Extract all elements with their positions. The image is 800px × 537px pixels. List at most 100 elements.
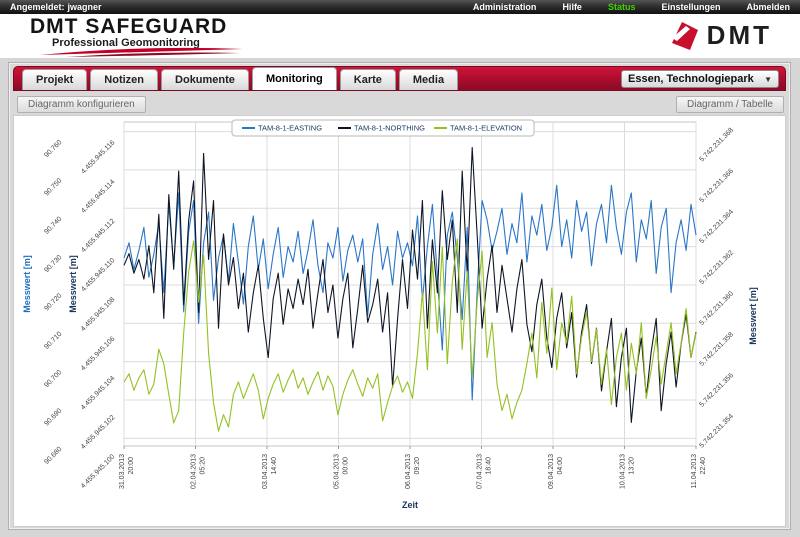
series-tam-8-1-easting [123,184,697,401]
tab-projekt[interactable]: Projekt [22,69,88,90]
svg-text:TAM-8-1-NORTHING: TAM-8-1-NORTHING [354,124,425,133]
left-axis2-tick-label: 4.455.945.114 [80,178,116,214]
chevron-down-icon: ▼ [764,74,772,84]
svg-text:4.455.945.104: 4.455.945.104 [80,375,117,412]
location-select[interactable]: Essen, Technologiepark ▼ [621,70,779,88]
svg-text:5.742.231.364: 5.742.231.364 [698,208,735,245]
svg-text:11.04.2013: 11.04.2013 [691,454,698,489]
app-header: DMT SAFEGUARD Professional Geomonitoring… [0,14,800,58]
diagram-table-toggle-button[interactable]: Diagramm / Tabelle [676,96,784,113]
right-axis-tick-label: 5.742.231.364 [698,208,735,245]
svg-text:18:40: 18:40 [486,457,493,475]
right-axis-tick-label: 5.742.231.360 [698,290,735,327]
configure-diagram-button[interactable]: Diagramm konfigurieren [17,96,146,113]
svg-text:4.455.945.114: 4.455.945.114 [80,178,116,214]
left-axis1-tick-label: 90.750 [43,177,63,197]
legend-item-tam-8-1-northing[interactable]: TAM-8-1-NORTHING [338,124,425,133]
logo-swoosh-icon [40,47,243,57]
username: jwagner [67,2,102,12]
svg-text:06.04.2013: 06.04.2013 [405,454,412,489]
right-axis-tick-label: 5.742.231.368 [698,127,735,164]
tab-notizen[interactable]: Notizen [90,69,159,90]
left-axis1-tick-label: 90.740 [43,216,63,236]
svg-text:00:00: 00:00 [343,457,350,475]
chart-legend [231,119,535,137]
menu-item-hilfe[interactable]: Hilfe [562,2,582,12]
x-tick-label: 10.04.2013 13:20 [620,454,636,489]
svg-text:5.742.231.366: 5.742.231.366 [698,168,735,205]
left-axis1-tick-label: 90.710 [43,331,63,351]
topbar-menu: Administration Hilfe Status Einstellunge… [473,2,790,12]
left-axis1-tick-label: 90.690 [43,407,63,427]
left-axis2-tick-label: 4.455.945.102 [80,414,117,451]
left-axis1-tick-label: 90.700 [43,369,63,389]
left-axis2-tick-label: 4.455.945.106 [80,336,117,373]
dmt-brand: DMT [667,20,772,51]
svg-text:4.455.945.108: 4.455.945.108 [80,296,117,333]
left-axis1-tick-label: 90.720 [43,292,63,312]
svg-text:4.455.945.110: 4.455.945.110 [80,257,116,293]
svg-text:09:20: 09:20 [414,457,421,475]
x-tick-label: 05.04.2013 00:00 [334,454,350,489]
logo-subtitle: Professional Geomonitoring [52,37,200,49]
logo-title: DMT SAFEGUARD [30,15,228,38]
svg-text:4.455.945.100: 4.455.945.100 [80,453,117,490]
right-axis-tick-label: 5.742.231.358 [698,331,735,368]
x-tick-label: 11.04.2013 22:40 [691,454,707,489]
svg-text:TAM-8-1-EASTING: TAM-8-1-EASTING [258,124,322,133]
left-axis2-title: Messwert [m] [68,255,78,313]
left-axis1-tick-label: 90.760 [43,139,63,159]
svg-text:5.742.231.368: 5.742.231.368 [698,127,735,164]
logged-in-user: Angemeldet: jwagner [10,2,102,12]
series-tam-8-1-elevation [123,238,697,432]
svg-text:90.740: 90.740 [43,216,63,236]
x-tick-label: 07.04.2013 18:40 [477,454,493,489]
svg-text:90.690: 90.690 [43,407,63,427]
tab-dokumente[interactable]: Dokumente [161,69,249,90]
svg-text:22:40: 22:40 [700,457,707,475]
logged-in-label: Angemeldet: [10,2,65,12]
svg-text:09.04.2013: 09.04.2013 [548,454,555,489]
x-tick-label: 06.04.2013 09:20 [405,454,421,489]
monitoring-chart: 31.03.2013 20:00 02.04.2013 05:20 03.04.2013… [22,119,758,510]
svg-text:Messwert [m]: Messwert [m] [748,287,758,345]
svg-text:90.710: 90.710 [43,331,63,351]
svg-text:13:20: 13:20 [629,457,636,475]
svg-text:4.455.945.112: 4.455.945.112 [80,218,116,254]
left-axis2-tick-label: 4.455.945.108 [80,296,117,333]
svg-text:90.760: 90.760 [43,139,63,159]
right-axis-tick-label: 5.742.231.354 [698,413,735,450]
legend-item-tam-8-1-elevation[interactable]: TAM-8-1-ELEVATION [434,124,522,133]
tab-monitoring[interactable]: Monitoring [251,67,337,90]
legend-item-tam-8-1-easting[interactable]: TAM-8-1-EASTING [242,124,322,133]
svg-text:4.455.945.102: 4.455.945.102 [80,414,117,451]
menu-item-administration[interactable]: Administration [472,2,537,12]
svg-text:03.04.2013: 03.04.2013 [262,454,269,489]
svg-text:Messwert [m]: Messwert [m] [68,255,78,313]
menu-item-status[interactable]: Status [607,2,636,12]
menu-item-abmelden[interactable]: Abmelden [746,2,790,12]
svg-text:02.04.2013: 02.04.2013 [191,454,198,489]
svg-text:05:20: 05:20 [200,457,207,475]
left-axis2-tick-label: 4.455.945.104 [80,375,117,412]
tab-media[interactable]: Media [398,69,459,90]
left-axis1-tick-label: 90.680 [43,446,63,466]
safeguard-logo: DMT SAFEGUARD Professional Geomonitoring [30,16,248,57]
tab-karte[interactable]: Karte [339,69,396,90]
svg-text:14:40: 14:40 [271,457,278,475]
svg-text:07.04.2013: 07.04.2013 [477,454,484,489]
tab-bar: Projekt Notizen Dokumente Monitoring Kar… [13,66,786,91]
left-axis2-tick-label: 4.455.945.110 [80,257,116,293]
svg-text:31.03.2013: 31.03.2013 [119,454,126,489]
svg-text:90.750: 90.750 [43,177,63,197]
menu-item-einstellungen[interactable]: Einstellungen [661,2,721,12]
svg-text:90.720: 90.720 [43,292,63,312]
left-axis2-tick-label: 4.455.945.112 [80,218,116,254]
svg-text:5.742.231.354: 5.742.231.354 [698,413,735,450]
right-axis-tick-label: 5.742.231.362 [698,249,735,286]
right-axis-tick-label: 5.742.231.366 [698,168,735,205]
x-tick-label: 03.04.2013 14:40 [262,454,278,489]
svg-text:90.700: 90.700 [43,369,63,389]
x-tick-label: 09.04.2013 04:00 [548,454,564,489]
svg-text:10.04.2013: 10.04.2013 [620,454,627,489]
